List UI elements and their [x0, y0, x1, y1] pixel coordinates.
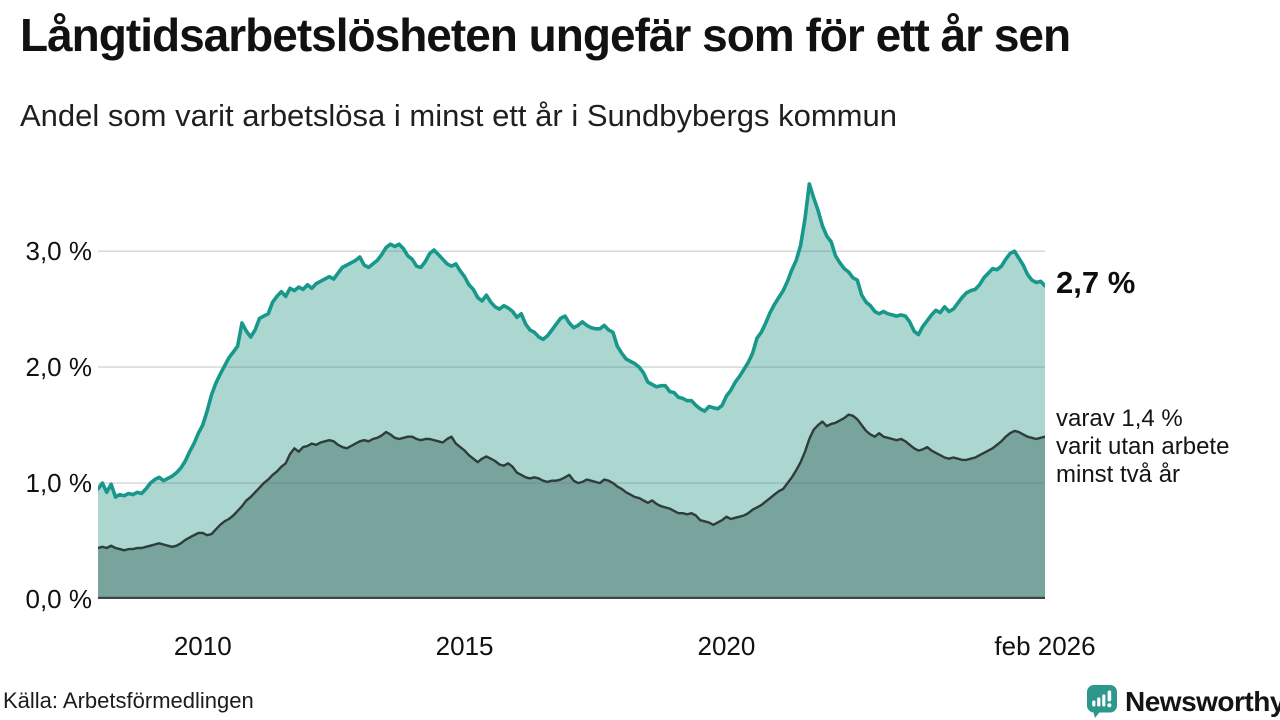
- two-year-series-annotation: varav 1,4 % varit utan arbete minst två …: [1056, 405, 1229, 489]
- x-axis-tick-label: feb 2026: [994, 631, 1096, 661]
- page-title: Långtidsarbetslösheten ungefär som för e…: [20, 9, 1071, 61]
- two-year-unemployed-line: [98, 413, 1045, 552]
- two-year-unemployed-area: [98, 414, 1045, 599]
- y-axis-tick-label: 2,0 %: [25, 352, 93, 383]
- page-subtitle: Andel som varit arbetslösa i minst ett å…: [20, 98, 897, 133]
- total-unemployed-line: [98, 182, 1045, 499]
- annotation-line: minst två år: [1056, 461, 1181, 488]
- source-label: Källa: Arbetsförmedlingen: [3, 688, 254, 713]
- unemployment-area-chart: [98, 182, 1045, 599]
- gridlines: [98, 250, 1045, 484]
- y-axis-tick-label: 1,0 %: [25, 468, 93, 499]
- chart-areas: [98, 183, 1045, 599]
- series-end-value-annotation: 2,7 %: [1056, 265, 1136, 300]
- x-axis-tick-label: 2010: [173, 631, 232, 661]
- newsworthy-logo-text: Newsworthy: [1125, 685, 1280, 717]
- annotation-line: varit utan arbete: [1056, 433, 1230, 460]
- newsworthy-logo: Newsworthy: [1085, 684, 1280, 719]
- x-axis-tick-label: 2015: [435, 631, 494, 661]
- y-axis-tick-label: 3,0 %: [25, 236, 93, 267]
- annotation-line: varav 1,4 %: [1056, 405, 1183, 432]
- newsworthy-speech-bubble-chart-icon: [1087, 685, 1117, 718]
- x-axis-tick-label: 2020: [697, 631, 756, 661]
- y-axis-tick-label: 0,0 %: [25, 584, 93, 614]
